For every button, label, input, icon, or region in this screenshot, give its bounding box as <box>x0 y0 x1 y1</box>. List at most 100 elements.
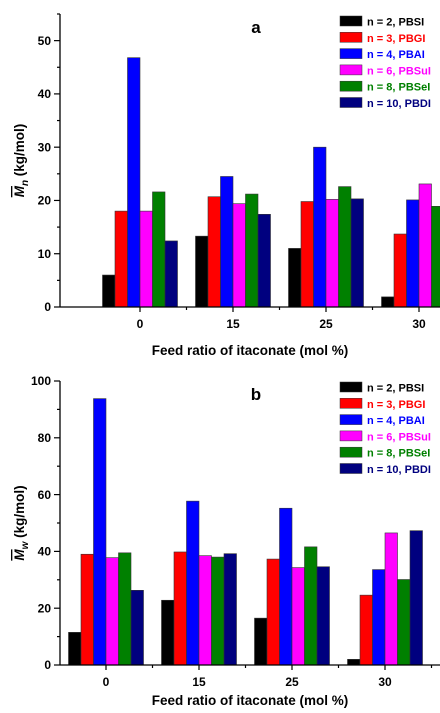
x-axis-title: Feed ratio of itaconate (mol %) <box>152 343 349 358</box>
x-tick-label: 0 <box>137 317 144 331</box>
bar-a-25-s3 <box>325 199 339 308</box>
y-axis-title: Mn (kg/mol) <box>12 124 31 198</box>
y-axis-title-subscript: n <box>20 180 31 186</box>
bar-b-0-s2 <box>93 398 107 666</box>
y-tick-label: 0 <box>44 300 51 314</box>
bar-b-25-s1 <box>266 558 280 666</box>
y-tick-label: 20 <box>38 194 52 208</box>
bar-b-15-s0 <box>161 599 175 666</box>
bar-b-25-s5 <box>316 566 330 666</box>
bar-b-15-s4 <box>211 556 225 666</box>
legend-label: n = 10, PBDI <box>367 464 431 476</box>
bar-b-15-s5 <box>223 553 237 666</box>
bar-b-25-s3 <box>291 567 305 666</box>
bar-a-0-s0 <box>102 274 116 308</box>
legend-label: n = 6, PBSuI <box>367 65 431 77</box>
legend-label: n = 8, PBSeI <box>367 448 430 460</box>
x-tick-label: 15 <box>192 675 206 689</box>
bar-b-15-s3 <box>198 555 212 666</box>
legend-label: n = 6, PBSuI <box>367 431 431 443</box>
legend: n = 2, PBSI n = 3, PBGI n = 4, PBAI n = 6, … <box>339 15 431 110</box>
bar-b-0-s3 <box>105 557 119 666</box>
y-tick-label: 60 <box>38 488 52 502</box>
legend-swatch <box>339 97 363 108</box>
y-axis-title-subscript: w <box>20 540 31 549</box>
bar-b-0-s1 <box>80 553 94 666</box>
bar-a-30-s4 <box>431 206 440 308</box>
legend-swatch <box>339 32 363 43</box>
chart-panel-b: 020406080100015253035Feed ratio of itaco… <box>12 374 440 708</box>
y-tick-label: 100 <box>31 374 51 388</box>
bar-b-25-s0 <box>254 617 268 666</box>
legend-swatch <box>339 414 363 425</box>
legend-swatch <box>339 64 363 76</box>
y-axis-title: Mw (kg/mol) <box>12 485 31 560</box>
y-tick-label: 40 <box>38 87 52 101</box>
y-tick-label: 40 <box>38 545 52 559</box>
legend-swatch <box>339 446 363 458</box>
legend-swatch <box>339 430 363 442</box>
bar-a-30-s3 <box>418 183 432 308</box>
x-tick-label: 30 <box>378 675 392 689</box>
x-tick-label: 25 <box>285 675 299 689</box>
bar-a-25-s5 <box>350 198 364 308</box>
legend-swatch <box>339 398 363 409</box>
legend-label: n = 2, PBSI <box>367 17 424 29</box>
bar-a-15-s1 <box>207 196 221 308</box>
bar-b-30-s0 <box>347 659 361 666</box>
bar-b-15-s2 <box>186 500 200 666</box>
x-tick-label: 25 <box>319 317 333 331</box>
y-axis-title-symbol: M <box>12 549 27 561</box>
bar-b-30-s4 <box>397 579 411 666</box>
bar-b-30-s1 <box>359 594 373 666</box>
y-tick-label: 10 <box>38 247 52 261</box>
legend-swatch <box>339 381 363 393</box>
legend-label: n = 4, PBAI <box>367 415 425 427</box>
bar-a-0-s4 <box>152 191 166 308</box>
bar-b-0-s5 <box>130 590 144 666</box>
x-tick-label: 30 <box>412 317 426 331</box>
legend-swatch <box>339 48 363 59</box>
bar-a-15-s0 <box>195 235 209 308</box>
legend-label: n = 4, PBAI <box>367 49 425 61</box>
legend-swatch <box>339 463 363 474</box>
bar-a-30-s1 <box>393 233 407 308</box>
legend-label: n = 10, PBDI <box>367 98 431 110</box>
legend-label: n = 3, PBGI <box>367 33 425 45</box>
legend-label: n = 8, PBSeI <box>367 82 430 94</box>
bar-a-0-s3 <box>139 210 153 308</box>
y-axis-title-symbol: M <box>12 185 27 197</box>
bar-a-15-s2 <box>220 176 234 308</box>
y-tick-label: 30 <box>38 140 52 154</box>
bar-a-25-s2 <box>313 146 327 308</box>
chart-panel-a: 01020304050015253035Feed ratio of itacon… <box>12 13 440 358</box>
y-tick-label: 0 <box>44 658 51 672</box>
bar-b-0-s4 <box>118 552 132 666</box>
bar-a-0-s1 <box>114 210 128 308</box>
bar-a-25-s4 <box>338 186 352 308</box>
legend-label: n = 2, PBSI <box>367 383 424 395</box>
bar-b-25-s4 <box>304 546 318 666</box>
y-axis-title-unit: (kg/mol) <box>12 124 27 180</box>
bar-a-0-s2 <box>127 57 141 308</box>
bar-b-0-s0 <box>68 632 82 666</box>
bar-b-30-s3 <box>384 532 398 666</box>
y-tick-label: 20 <box>38 601 52 615</box>
bar-b-30-s2 <box>372 569 386 666</box>
bar-a-15-s5 <box>257 214 271 308</box>
x-tick-label: 0 <box>103 675 110 689</box>
x-tick-label: 15 <box>226 317 240 331</box>
bar-b-15-s1 <box>173 551 187 666</box>
bar-a-0-s5 <box>164 240 178 308</box>
panel-label: b <box>251 385 261 404</box>
legend: n = 2, PBSI n = 3, PBGI n = 4, PBAI n = 6, … <box>339 381 431 476</box>
legend-swatch <box>339 15 363 27</box>
bar-a-15-s3 <box>232 203 246 308</box>
bar-a-25-s1 <box>300 201 314 308</box>
legend-swatch <box>339 80 363 92</box>
y-axis-title-unit: (kg/mol) <box>12 485 27 541</box>
bar-a-30-s2 <box>406 199 420 308</box>
y-tick-label: 80 <box>38 431 52 445</box>
bar-a-25-s0 <box>288 248 302 308</box>
